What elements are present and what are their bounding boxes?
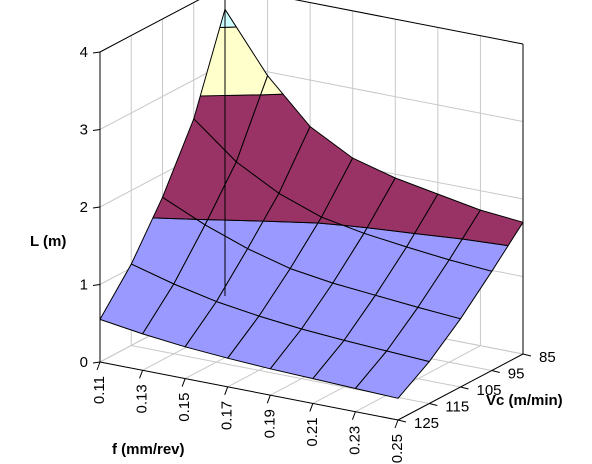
surface-band-patch xyxy=(216,248,291,317)
chart-frame xyxy=(92,0,532,429)
z-tick-label: 1 xyxy=(80,277,88,294)
surface-band-patch xyxy=(173,224,248,302)
surface-band-patch xyxy=(355,351,430,399)
z-tick-label: 2 xyxy=(80,199,88,216)
band-boundary xyxy=(260,93,284,96)
surface-plot xyxy=(99,8,524,399)
surface-band-patch xyxy=(367,178,438,234)
surface-cell xyxy=(363,177,439,248)
y-tick-mark xyxy=(429,403,438,406)
surface-band-patch xyxy=(259,268,333,329)
z-tick-mark xyxy=(92,51,101,54)
surface-band-patch xyxy=(193,94,261,162)
x-tick-label: 0.19 xyxy=(261,409,278,438)
surface-band-patch xyxy=(100,264,174,334)
z-axis-label: L (m) xyxy=(30,233,66,250)
back-wall-gridline xyxy=(294,0,524,45)
surface-cell xyxy=(193,8,269,163)
surface-band-patch xyxy=(417,259,492,319)
surface-band-patch xyxy=(375,247,450,308)
surface-cell xyxy=(354,350,430,399)
surface-band-patch xyxy=(205,219,264,249)
y-tick-mark xyxy=(397,419,407,423)
x-tick-mark xyxy=(224,386,229,396)
x-tick-mark xyxy=(139,370,144,379)
z-tick-mark xyxy=(92,361,101,364)
band-boundary xyxy=(263,220,319,224)
band-boundary xyxy=(207,219,264,222)
surface-cell-outline xyxy=(354,350,430,399)
band-boundary xyxy=(152,217,197,220)
z-tick-label: 3 xyxy=(80,122,88,139)
surface-band-patch xyxy=(227,316,302,369)
band-boundary xyxy=(200,94,261,97)
surface-band-patch xyxy=(312,340,387,389)
top-back-edge xyxy=(294,0,524,45)
surface-band-patch xyxy=(142,284,217,347)
x-tick-label: 0.15 xyxy=(176,393,193,422)
x-tick-mark xyxy=(351,411,356,420)
x-tick-label: 0.21 xyxy=(304,417,321,446)
x-tick-mark xyxy=(309,403,314,412)
surface-band-patch xyxy=(449,239,509,272)
z-tick-mark xyxy=(92,206,101,209)
surface-band-patch xyxy=(236,94,311,194)
y-axis-label: Vc (m/min) xyxy=(486,392,563,409)
surface-band-patch xyxy=(200,27,268,96)
surface-band-patch xyxy=(152,197,197,220)
z-tick-mark xyxy=(92,129,101,131)
surface-band-patch xyxy=(162,118,237,220)
y-tick-label: 105 xyxy=(477,382,502,399)
x-tick-label: 0.11 xyxy=(91,376,108,404)
band-boundary xyxy=(462,238,509,247)
y-tick-label: 95 xyxy=(508,366,525,383)
surface-band-patch xyxy=(278,126,353,218)
y-tick-label: 85 xyxy=(539,349,556,366)
band-boundary xyxy=(367,227,415,234)
x-tick-label: 0.13 xyxy=(134,384,151,413)
x-tick-mark xyxy=(96,361,101,371)
surface-band-patch xyxy=(406,233,463,260)
z-tick-label: 0 xyxy=(80,354,88,371)
x-axis-label: f (mm/rev) xyxy=(112,441,185,458)
x-tick-label: 0.17 xyxy=(219,401,236,430)
y-tick-mark xyxy=(491,370,500,373)
surface-band-patch xyxy=(344,295,418,351)
x-tick-mark xyxy=(394,419,399,429)
x-tick-mark xyxy=(266,394,271,404)
surface-band-patch xyxy=(290,222,364,284)
band-boundary xyxy=(219,26,237,28)
surface-band-patch xyxy=(185,301,259,359)
band-boundary xyxy=(342,224,368,229)
z-tick-mark xyxy=(92,284,101,286)
band-boundary xyxy=(414,232,463,240)
y-tick-mark xyxy=(460,386,469,390)
y-tick-mark xyxy=(522,353,532,357)
y-tick-label: 115 xyxy=(445,399,469,416)
surface-band-patch xyxy=(386,307,461,362)
y-tick-label: 125 xyxy=(414,415,439,432)
surface-band-patch xyxy=(131,217,206,284)
x-tick-mark xyxy=(181,378,186,387)
surface-band-patch xyxy=(414,194,481,240)
surface-band-patch xyxy=(263,193,322,223)
tick-labels: 0 1 2 3 4 0.11 0.13 0.15 0.17 0.19 0.21 0.23 0.25 85 9… xyxy=(80,44,556,463)
surface-band-patch xyxy=(270,329,345,379)
top-side-edge xyxy=(99,0,200,53)
z-tick-label: 4 xyxy=(80,44,88,61)
back-wall-gridline xyxy=(224,63,524,122)
surface-band-patch xyxy=(301,283,376,341)
x-tick-label: 0.23 xyxy=(346,426,363,455)
x-tick-label: 0.25 xyxy=(389,434,406,463)
x-axis-line xyxy=(99,361,399,421)
band-boundary xyxy=(317,222,343,226)
surface-band-patch xyxy=(364,227,415,247)
surface-band-patch xyxy=(332,233,407,296)
surface-band-patch xyxy=(462,210,523,246)
